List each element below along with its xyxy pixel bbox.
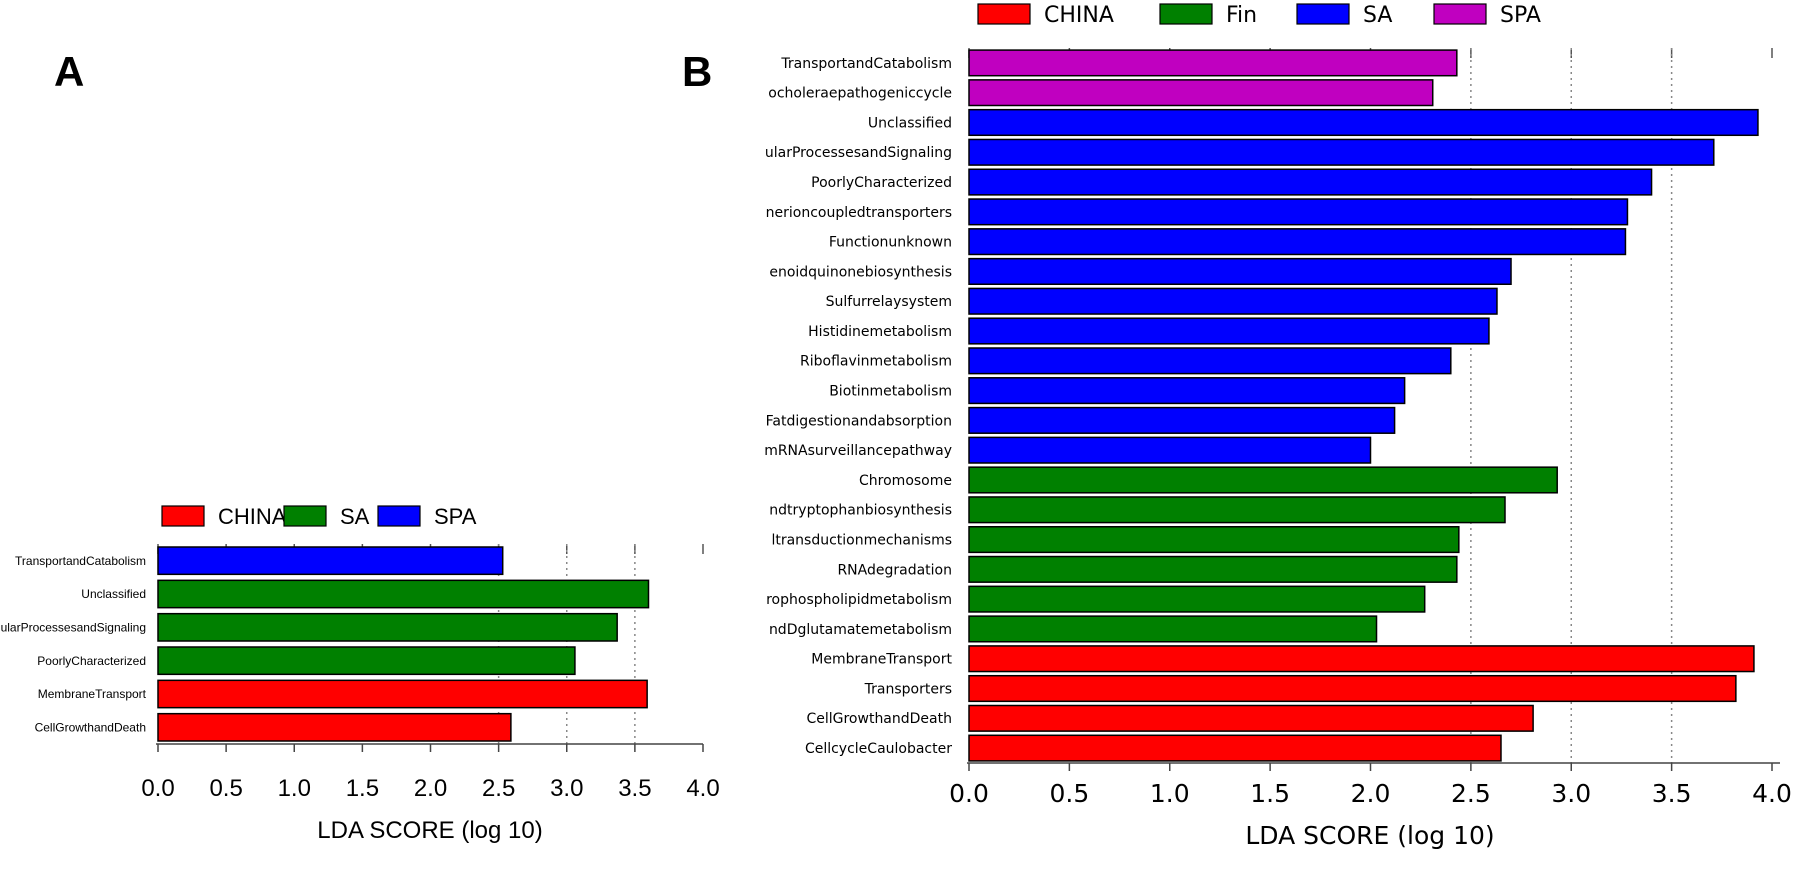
x-tick-label-5: 2.5 xyxy=(482,775,515,802)
bar-label-0: TransportandCatabolism xyxy=(780,56,952,72)
bar-label-17: RNAdegradation xyxy=(837,562,952,578)
bar-21 xyxy=(968,674,1737,703)
bar-1 xyxy=(968,79,1434,107)
bar-label-12: Fatdigestionandabsorption xyxy=(766,413,952,429)
bar-7 xyxy=(968,257,1512,285)
x-tick-label-7: 3.5 xyxy=(618,775,651,802)
x-tick-label-2: 1.0 xyxy=(278,775,311,802)
legend-label-china: CHINA xyxy=(1044,3,1114,28)
panel-label-a: A xyxy=(54,48,84,95)
bar-2 xyxy=(968,108,1759,137)
x-tick-label-2: 1.0 xyxy=(1150,779,1190,808)
bar-label-11: Biotinmetabolism xyxy=(829,384,952,400)
bar-label-1: Unclassified xyxy=(81,587,146,601)
x-tick-label-5: 2.5 xyxy=(1451,779,1491,808)
legend-swatch-spa xyxy=(377,505,421,527)
bar-18 xyxy=(968,585,1426,613)
x-tick-label-0: 0.0 xyxy=(949,779,989,808)
legend-label-spa: SPA xyxy=(1500,3,1541,28)
x-tick-label-0: 0.0 xyxy=(141,775,174,802)
bar-0 xyxy=(968,49,1458,77)
bar-6 xyxy=(968,228,1627,256)
bar-label-7: enoidquinonebiosynthesis xyxy=(769,264,952,280)
bar-label-2: Unclassified xyxy=(868,115,952,131)
bar-label-22: CellGrowthandDeath xyxy=(806,711,952,727)
legend-label-spa: SPA xyxy=(434,504,477,529)
legend-swatch-china xyxy=(977,3,1031,25)
bar-label-2: ularProcessesandSignaling xyxy=(1,621,146,635)
bar-label-10: Riboflavinmetabolism xyxy=(800,354,952,370)
bar-label-0: TransportandCatabolism xyxy=(15,554,146,568)
bar-11 xyxy=(968,377,1406,405)
bar-12 xyxy=(968,406,1396,434)
bar-label-20: MembraneTransport xyxy=(811,652,952,668)
panel-label-b: B xyxy=(682,48,712,95)
bar-label-5: CellGrowthandDeath xyxy=(35,721,146,735)
bar-label-4: PoorlyCharacterized xyxy=(811,175,952,191)
bar-label-3: PoorlyCharacterized xyxy=(37,654,146,668)
bar-23 xyxy=(968,734,1502,762)
bar-label-6: Functionunknown xyxy=(829,235,952,251)
legend-label-sa: SA xyxy=(340,504,370,529)
x-tick-label-8: 4.0 xyxy=(686,775,719,802)
bar-19 xyxy=(968,615,1378,643)
bar-15 xyxy=(968,496,1506,524)
legend-label-china: CHINA xyxy=(218,504,287,529)
legend-swatch-sa xyxy=(1296,3,1350,25)
bar-22 xyxy=(968,704,1534,732)
bar-label-21: Transporters xyxy=(864,681,952,697)
chart-b: TransportandCatabolism ocholeraepathogeni… xyxy=(764,3,1792,850)
bar-5 xyxy=(968,198,1629,226)
legend-swatch-china xyxy=(161,505,205,527)
bar-20 xyxy=(968,645,1755,673)
x-tick-label-4: 2.0 xyxy=(414,775,447,802)
x-axis-label: LDA SCORE (log 10) xyxy=(1245,821,1494,850)
x-axis-label: LDA SCORE (log 10) xyxy=(317,817,542,844)
x-tick-label-7: 3.5 xyxy=(1652,779,1692,808)
legend-label-fin: Fin xyxy=(1226,3,1257,28)
bar-label-16: ltransductionmechanisms xyxy=(771,532,952,548)
x-tick-label-3: 1.5 xyxy=(1250,779,1290,808)
bar-2 xyxy=(157,612,618,642)
bar-label-15: ndtryptophanbiosynthesis xyxy=(769,503,952,519)
bar-14 xyxy=(968,466,1558,494)
legend-label-sa: SA xyxy=(1363,3,1392,28)
legend-swatch-spa xyxy=(1433,3,1487,25)
bar-5 xyxy=(157,712,512,742)
x-tick-label-3: 1.5 xyxy=(346,775,379,802)
x-tick-label-6: 3.0 xyxy=(1551,779,1591,808)
bar-13 xyxy=(968,436,1372,464)
bar-4 xyxy=(157,679,648,709)
bar-label-4: MembraneTransport xyxy=(38,687,147,701)
chart-a: TransportandCatabolism Unclassified ularPr… xyxy=(1,504,720,844)
bar-label-1: ocholeraepathogeniccycle xyxy=(768,86,952,102)
bar-8 xyxy=(968,287,1498,315)
bar-17 xyxy=(968,555,1458,583)
bar-4 xyxy=(968,168,1653,196)
x-tick-label-8: 4.0 xyxy=(1752,779,1792,808)
legend-swatch-sa xyxy=(283,505,327,527)
bar-label-18: rophospholipidmetabolism xyxy=(766,592,952,608)
bar-10 xyxy=(968,347,1452,375)
bar-0 xyxy=(157,546,504,576)
bar-3 xyxy=(968,138,1715,166)
legend-swatch-fin xyxy=(1159,3,1213,25)
bar-1 xyxy=(157,579,650,609)
bar-9 xyxy=(968,317,1490,345)
x-tick-label-1: 0.5 xyxy=(209,775,242,802)
bar-label-14: Chromosome xyxy=(859,473,952,489)
bar-label-3: ularProcessesandSignaling xyxy=(765,145,952,161)
bar-label-8: Sulfurrelaysystem xyxy=(826,294,952,310)
bar-label-19: ndDglutamatemetabolism xyxy=(769,622,952,638)
bar-label-13: mRNAsurveillancepathway xyxy=(764,443,952,459)
bar-16 xyxy=(968,526,1460,554)
bar-3 xyxy=(157,646,576,676)
x-tick-label-6: 3.0 xyxy=(550,775,583,802)
bar-label-9: Histidinemetabolism xyxy=(808,324,952,340)
x-tick-label-4: 2.0 xyxy=(1351,779,1391,808)
x-tick-label-1: 0.5 xyxy=(1049,779,1089,808)
bar-label-23: CellcycleCaulobacter xyxy=(805,741,952,757)
bar-label-5: nerioncoupledtransporters xyxy=(766,205,952,221)
